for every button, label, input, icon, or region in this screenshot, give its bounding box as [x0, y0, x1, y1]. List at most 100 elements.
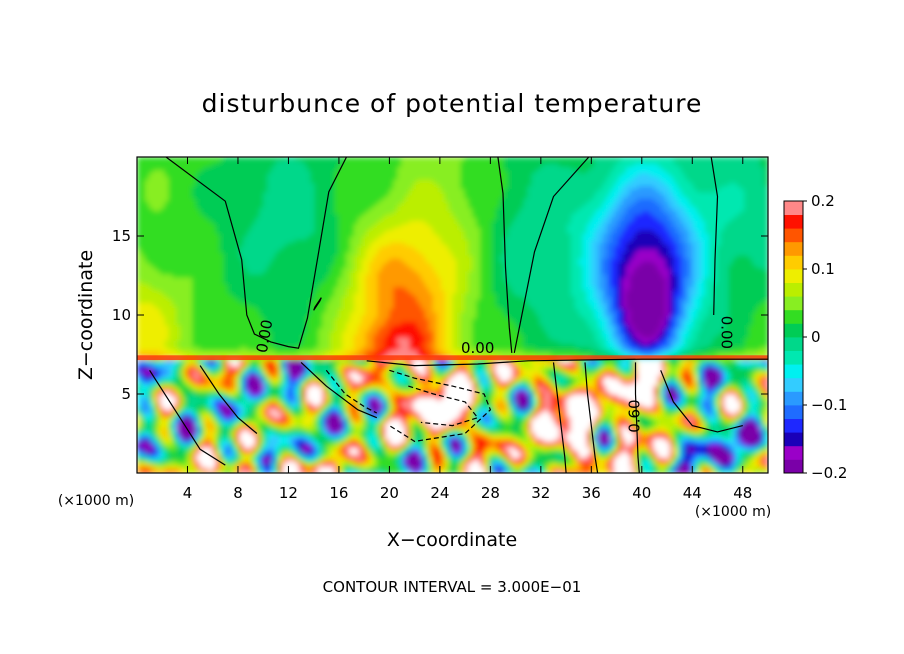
field-cell	[239, 289, 245, 294]
field-cell	[200, 210, 205, 215]
field-cell	[219, 318, 225, 322]
field-cell	[219, 447, 225, 452]
field-cell	[200, 267, 205, 272]
field-cell	[294, 425, 300, 430]
field-cell	[176, 229, 181, 234]
field-cell	[314, 447, 320, 452]
field-cell	[137, 419, 142, 424]
field-cell	[164, 254, 170, 259]
field-cell	[298, 242, 304, 247]
field-cell	[302, 343, 308, 348]
field-cell	[235, 217, 241, 221]
field-cell	[152, 213, 158, 218]
field-cell	[215, 299, 221, 303]
field-cell	[152, 378, 158, 382]
field-cell	[180, 375, 185, 379]
field-cell	[322, 368, 327, 373]
field-cell	[176, 397, 181, 401]
field-cell	[275, 254, 280, 259]
field-cell	[215, 251, 221, 256]
field-cell	[180, 340, 185, 345]
field-cell	[140, 270, 146, 275]
field-cell	[188, 198, 193, 202]
field-cell	[196, 315, 201, 319]
field-cell	[156, 431, 162, 436]
field-cell	[227, 220, 233, 224]
field-cell	[160, 324, 166, 329]
field-cell	[168, 416, 174, 420]
field-cell	[322, 371, 327, 376]
field-cell	[267, 406, 272, 411]
field-cell	[306, 409, 312, 414]
field-cell	[243, 416, 249, 420]
field-cell	[318, 267, 323, 272]
field-cell	[211, 264, 217, 269]
field-cell	[318, 422, 323, 427]
field-cell	[247, 450, 252, 455]
field-cell	[322, 296, 327, 300]
field-cell	[286, 337, 292, 341]
field-cell	[211, 340, 217, 345]
field-cell	[271, 194, 276, 199]
field-cell	[211, 292, 217, 297]
field-cell	[294, 394, 300, 398]
field-cell	[223, 172, 229, 177]
field-cell	[160, 292, 166, 297]
field-cell	[215, 431, 221, 436]
field-cell	[239, 204, 245, 209]
field-cell	[271, 425, 276, 430]
field-cell	[211, 185, 217, 190]
field-cell	[156, 229, 162, 234]
field-cell	[263, 188, 268, 193]
field-cell	[152, 375, 158, 379]
field-cell	[196, 258, 201, 262]
field-cell	[298, 422, 304, 427]
field-cell	[251, 337, 256, 341]
field-cell	[223, 438, 229, 442]
field-cell	[298, 359, 304, 363]
field-cell	[215, 280, 221, 284]
field-cell	[330, 327, 335, 332]
field-cell	[310, 466, 316, 471]
field-cell	[302, 394, 308, 398]
field-cell	[204, 375, 209, 379]
field-cell	[156, 390, 162, 395]
field-cell	[294, 213, 300, 218]
field-cell	[192, 286, 197, 291]
field-cell	[148, 457, 154, 461]
field-cell	[168, 400, 174, 405]
field-cell	[302, 327, 308, 332]
field-cell	[164, 340, 170, 345]
field-cell	[200, 346, 205, 351]
field-cell	[211, 315, 217, 319]
field-cell	[330, 330, 335, 335]
field-cell	[188, 381, 193, 386]
field-cell	[168, 305, 174, 310]
field-cell	[211, 412, 217, 417]
field-cell	[243, 327, 249, 332]
field-cell	[144, 381, 150, 386]
field-cell	[298, 305, 304, 310]
field-cell	[278, 217, 284, 221]
field-cell	[148, 371, 154, 376]
field-cell	[152, 457, 158, 461]
field-cell	[314, 365, 320, 370]
field-cell	[207, 261, 213, 266]
field-cell	[239, 469, 245, 473]
field-cell	[172, 194, 178, 199]
field-cell	[152, 273, 158, 278]
field-cell	[207, 254, 213, 259]
field-cell	[282, 444, 288, 449]
field-cell	[192, 349, 197, 354]
field-cell	[267, 463, 272, 468]
field-cell	[172, 378, 178, 382]
field-cell	[255, 217, 260, 221]
field-cell	[184, 390, 189, 395]
field-cell	[156, 172, 162, 177]
field-cell	[211, 409, 217, 414]
field-cell	[330, 302, 335, 307]
field-cell	[204, 204, 209, 209]
field-cell	[176, 416, 181, 420]
field-cell	[282, 450, 288, 455]
field-cell	[223, 163, 229, 168]
